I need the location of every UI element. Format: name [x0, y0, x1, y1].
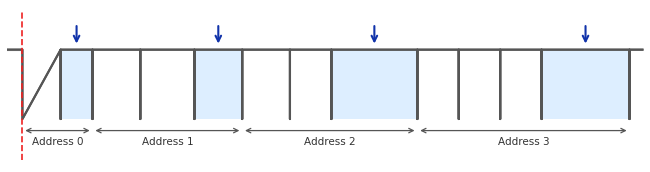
Bar [541, 50, 629, 119]
Text: Address 2: Address 2 [304, 137, 356, 147]
Bar [332, 50, 417, 119]
Bar [194, 50, 242, 119]
Bar [60, 50, 92, 119]
Text: Address 3: Address 3 [498, 137, 549, 147]
Text: Address 1: Address 1 [142, 137, 193, 147]
Text: Address 0: Address 0 [32, 137, 83, 147]
